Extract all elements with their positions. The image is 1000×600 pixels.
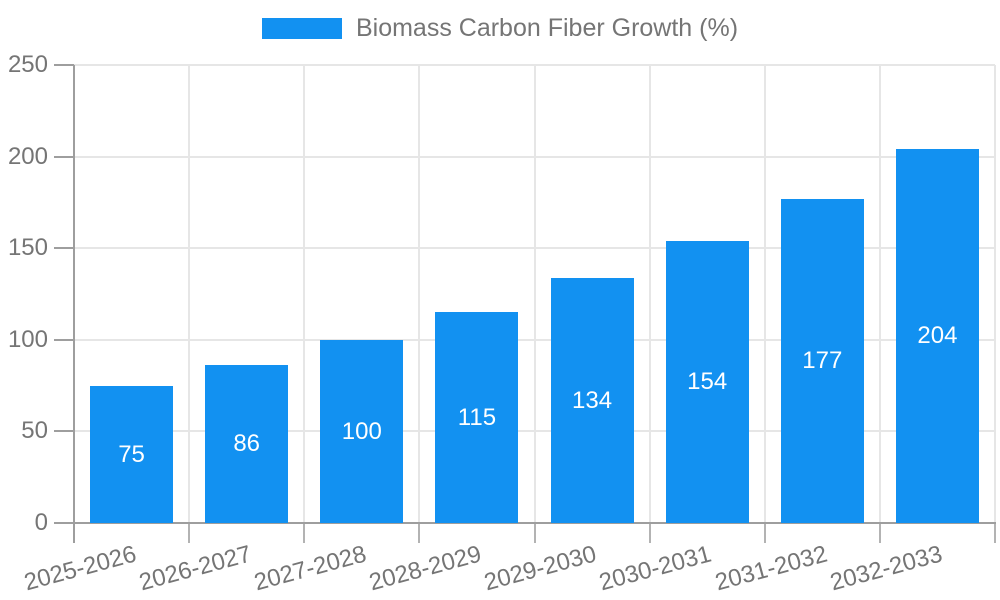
y-tick-label: 100 (7, 325, 48, 353)
plot-area: 75 86 100 115 134 154 177 204 (54, 64, 996, 543)
bar[interactable]: 154 (665, 241, 749, 523)
x-tick-label: 2031-2032 (711, 540, 830, 597)
vertical-gridline (418, 65, 421, 523)
bar[interactable]: 177 (780, 199, 864, 523)
y-axis-tick (54, 522, 74, 524)
chart-legend[interactable]: Biomass Carbon Fiber Growth (%) (0, 14, 1000, 43)
bar-value-label: 177 (802, 347, 843, 374)
x-tick-label: 2025-2026 (21, 540, 139, 597)
vertical-gridline (303, 65, 306, 523)
bar[interactable]: 204 (895, 149, 979, 523)
bar[interactable]: 100 (320, 340, 404, 523)
y-tick-label: 250 (7, 51, 48, 78)
x-axis-tick (878, 523, 881, 543)
vertical-gridline (994, 65, 996, 523)
x-axis-tick (994, 523, 996, 543)
y-tick-label: 0 (34, 509, 48, 536)
vertical-gridline (188, 65, 191, 523)
bar[interactable]: 115 (435, 312, 519, 523)
y-axis-line (73, 65, 75, 543)
vertical-gridline (763, 65, 766, 523)
legend-label: Biomass Carbon Fiber Growth (%) (355, 14, 739, 42)
x-tick-label: 2032-2033 (826, 540, 945, 597)
bar-value-label: 75 (118, 440, 145, 468)
vertical-gridline (533, 65, 536, 523)
x-tick-label: 2028-2029 (366, 540, 485, 597)
y-tick-label: 150 (7, 234, 48, 262)
bar-value-label: 115 (457, 403, 497, 431)
y-axis-tick (54, 155, 74, 158)
x-axis-line (73, 522, 996, 524)
x-axis-tick (188, 523, 191, 543)
vertical-gridline (878, 65, 881, 523)
x-axis-tick (533, 523, 536, 543)
y-axis-tick (54, 338, 74, 341)
x-axis-tick (763, 523, 766, 543)
y-tick-label: 200 (7, 142, 48, 170)
x-axis-tick (418, 523, 421, 543)
bar[interactable]: 75 (90, 386, 174, 523)
bar[interactable]: 134 (550, 278, 634, 523)
x-tick-label: 2030-2031 (596, 540, 715, 597)
legend-swatch (261, 18, 342, 39)
bar-value-label: 154 (687, 368, 728, 395)
vertical-gridline (648, 65, 651, 523)
bar-value-label: 134 (572, 386, 613, 414)
bar-value-label: 204 (917, 322, 958, 349)
x-tick-label: 2029-2030 (481, 540, 600, 597)
bar-value-label: 86 (233, 430, 261, 457)
y-tick-label: 50 (21, 417, 48, 445)
bar-value-label: 100 (341, 417, 382, 445)
x-tick-label: 2027-2028 (251, 540, 370, 597)
y-axis-tick (54, 247, 74, 250)
bar[interactable]: 86 (205, 365, 289, 523)
y-axis-tick (54, 64, 74, 66)
y-axis-tick (54, 430, 74, 433)
x-axis-tick (303, 523, 306, 543)
x-tick-label: 2026-2027 (136, 540, 255, 597)
x-axis-tick (648, 523, 651, 543)
